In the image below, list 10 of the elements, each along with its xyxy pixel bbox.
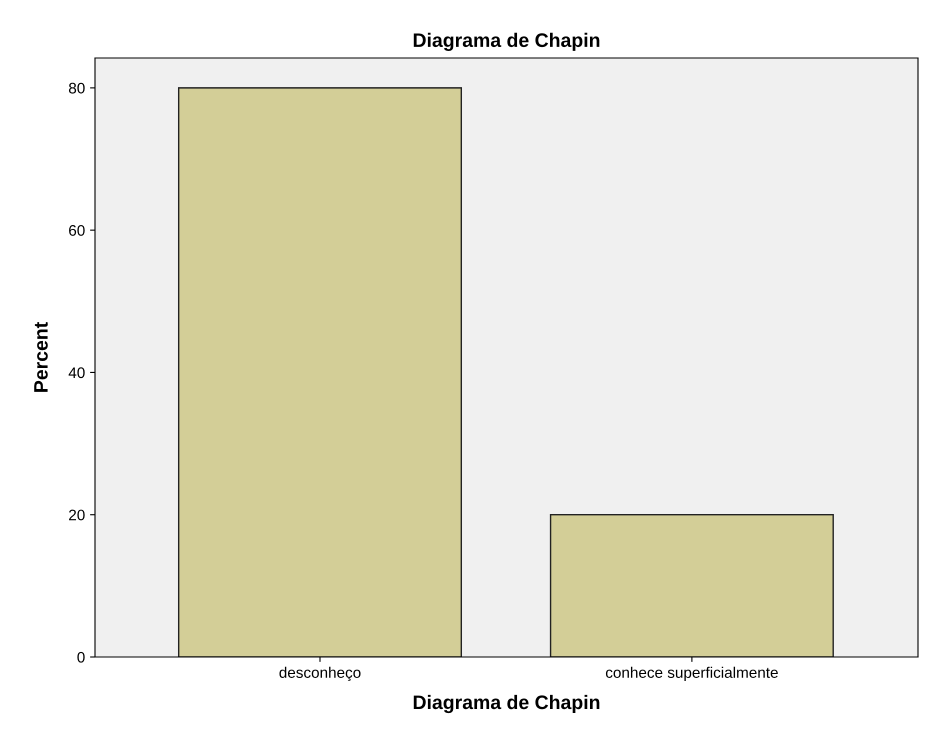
y-tick-label: 60 — [69, 225, 85, 236]
x-tick-label: desconheço — [279, 666, 361, 682]
y-tick-label: 80 — [68, 82, 85, 94]
y-tick-label: 40 — [68, 367, 85, 378]
y-axis-title: Percent — [34, 322, 48, 392]
y-tick-label: 20 — [69, 510, 85, 520]
chart-title: Diagrama de Chapin — [414, 32, 600, 52]
x-tick-label: conhece superficialmente — [606, 666, 778, 681]
x-axis-title: Diagrama de Chapin — [414, 694, 600, 714]
y-tick-label: 0 — [77, 652, 85, 663]
